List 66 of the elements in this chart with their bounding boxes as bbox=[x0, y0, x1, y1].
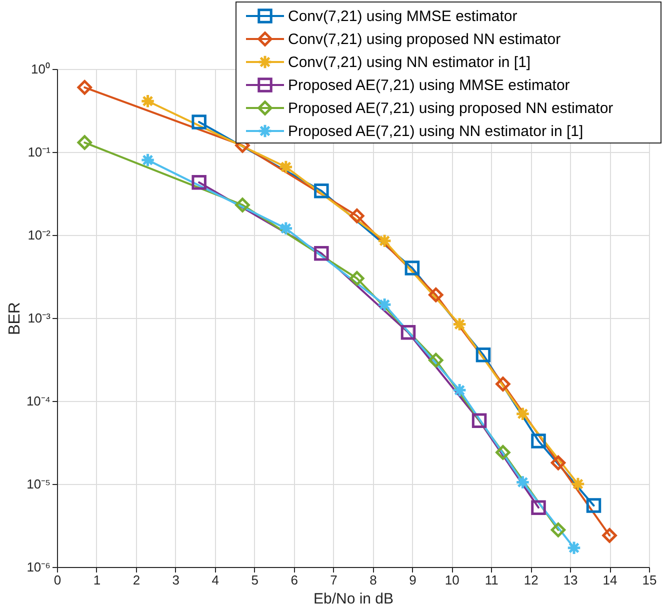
x-tick-label: 4 bbox=[212, 572, 219, 588]
point bbox=[140, 94, 156, 109]
x-tick-label: 3 bbox=[172, 572, 180, 588]
x-tick-label: 5 bbox=[251, 572, 258, 588]
point bbox=[550, 455, 566, 470]
x-tick-label: 9 bbox=[409, 572, 416, 588]
point bbox=[400, 325, 416, 340]
x-tick-label: 11 bbox=[484, 572, 498, 588]
point bbox=[550, 522, 566, 538]
point bbox=[192, 175, 206, 190]
point bbox=[278, 160, 294, 174]
x-tick-label: 15 bbox=[642, 572, 657, 588]
point bbox=[566, 540, 582, 556]
y-axis-title: BER bbox=[6, 302, 24, 335]
y-tick-label: 10⁻³ bbox=[28, 310, 52, 326]
point bbox=[496, 376, 510, 392]
legend-label: Proposed AE(7,21) using NN estimator in [1] bbox=[288, 123, 584, 140]
point bbox=[77, 80, 92, 95]
point bbox=[140, 152, 156, 168]
x-tick-label: 10 bbox=[444, 572, 460, 588]
point bbox=[314, 246, 329, 261]
legend-label: Proposed AE(7,21) using MMSE estimator bbox=[288, 77, 570, 94]
point bbox=[586, 498, 602, 513]
point bbox=[377, 297, 392, 312]
point bbox=[428, 287, 444, 302]
point bbox=[192, 114, 206, 130]
point bbox=[452, 316, 467, 332]
y-tick-label: 10⁻² bbox=[28, 228, 52, 242]
x-tick-label: 14 bbox=[602, 572, 618, 588]
point bbox=[602, 528, 617, 543]
point bbox=[476, 347, 491, 362]
x-tick-label: 2 bbox=[132, 572, 140, 588]
point bbox=[350, 208, 364, 224]
point bbox=[531, 500, 546, 515]
point bbox=[472, 413, 487, 428]
legend-label: Conv(7,21) using proposed NN estimator bbox=[288, 31, 561, 48]
y-tick-label: 10⁰ bbox=[31, 62, 50, 76]
x-tick-label: 0 bbox=[54, 572, 62, 588]
point bbox=[404, 260, 420, 276]
point bbox=[314, 184, 329, 198]
point bbox=[278, 221, 294, 236]
legend-label: Conv(7,21) using NN estimator in [1] bbox=[288, 54, 531, 71]
x-tick-label: 1 bbox=[93, 572, 101, 588]
point bbox=[350, 271, 364, 286]
x-tick-label: 12 bbox=[524, 572, 538, 588]
x-tick-label: 7 bbox=[330, 572, 338, 588]
point bbox=[515, 474, 530, 490]
point bbox=[235, 198, 250, 212]
point bbox=[377, 233, 392, 248]
point bbox=[496, 445, 510, 460]
x-axis-title: Eb/No in dB bbox=[313, 590, 394, 608]
legend-label: Proposed AE(7,21) using proposed NN estimator bbox=[288, 100, 614, 117]
x-tick-label: 6 bbox=[290, 572, 298, 588]
y-tick-label: 10⁻⁴ bbox=[26, 394, 50, 408]
y-tick-label: 10⁻¹ bbox=[28, 144, 52, 160]
x-tick-label: 13 bbox=[563, 572, 578, 588]
point bbox=[428, 352, 444, 368]
x-tick-label: 8 bbox=[370, 572, 377, 588]
legend-label: Conv(7,21) using MMSE estimator bbox=[288, 8, 518, 25]
point bbox=[77, 135, 92, 150]
y-tick-label: 10⁻⁶ bbox=[26, 560, 50, 574]
y-tick-label: 10⁻⁵ bbox=[26, 476, 50, 492]
point bbox=[515, 406, 530, 422]
point bbox=[570, 476, 586, 492]
point bbox=[531, 434, 546, 448]
point bbox=[452, 382, 467, 398]
